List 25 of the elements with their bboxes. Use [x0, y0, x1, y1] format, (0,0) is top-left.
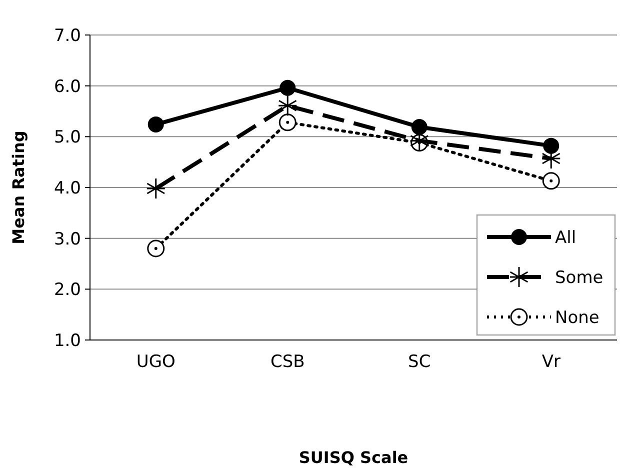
y-tick-label: 6.0: [54, 76, 81, 97]
y-tick-label: 7.0: [54, 26, 81, 46]
legend-label: None: [555, 308, 600, 328]
y-tick-label: 4.0: [54, 178, 81, 198]
x-tick-label: UGO: [136, 352, 176, 372]
point: [148, 116, 164, 132]
point: [411, 119, 428, 136]
y-tick-label: 3.0: [54, 229, 81, 250]
x-axis-title: SUISQ Scale: [298, 448, 408, 467]
y-axis-title: Mean Rating: [9, 130, 28, 244]
y-tick-label: 5.0: [54, 128, 81, 148]
y-tick-label: 1.0: [54, 330, 81, 351]
point: [543, 138, 560, 154]
point: [146, 178, 166, 200]
point: [280, 80, 296, 96]
point: [147, 240, 165, 258]
point: [278, 94, 298, 116]
point: [542, 172, 560, 190]
x-tick-label: SC: [408, 352, 431, 372]
legend-label: All: [555, 228, 576, 248]
x-tick-label: Vr: [542, 352, 560, 372]
x-tick-label: CSB: [270, 352, 305, 372]
point: [278, 114, 296, 132]
legend-label: Some: [555, 268, 604, 288]
y-tick-label: 2.0: [54, 280, 81, 300]
